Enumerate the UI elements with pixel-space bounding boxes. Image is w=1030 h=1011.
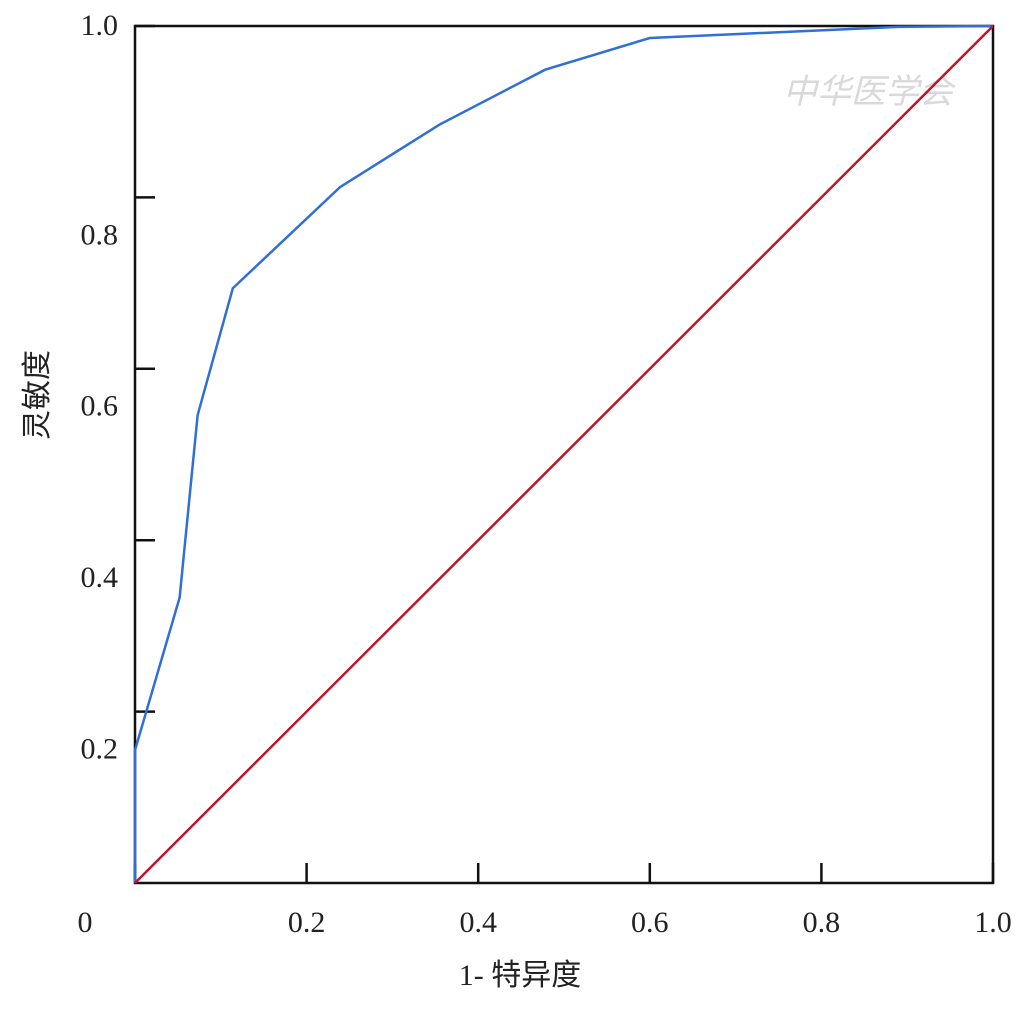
y-tick-label: 1.0 [81,9,119,42]
x-tick-label: 1.0 [974,906,1012,939]
plot-frame [133,24,995,885]
x-tick-label: 0.2 [288,906,326,939]
x-axis-label: 1- 特异度 [459,959,582,992]
x-tick-label: 0 [78,906,93,939]
x-tick-label: 0.4 [459,906,497,939]
y-axis-label: 灵敏度 [21,350,54,440]
x-tick-label: 0.8 [803,906,841,939]
x-tick-label: 0.6 [631,906,669,939]
series-line [134,25,994,884]
watermark: 中华医学会 [783,74,957,111]
y-tick-label: 0.2 [81,732,119,765]
series-line [133,24,994,883]
y-tick-label: 0.8 [81,218,119,251]
y-tick-label: 0.6 [81,390,119,423]
y-tick-label: 0.4 [81,561,119,594]
